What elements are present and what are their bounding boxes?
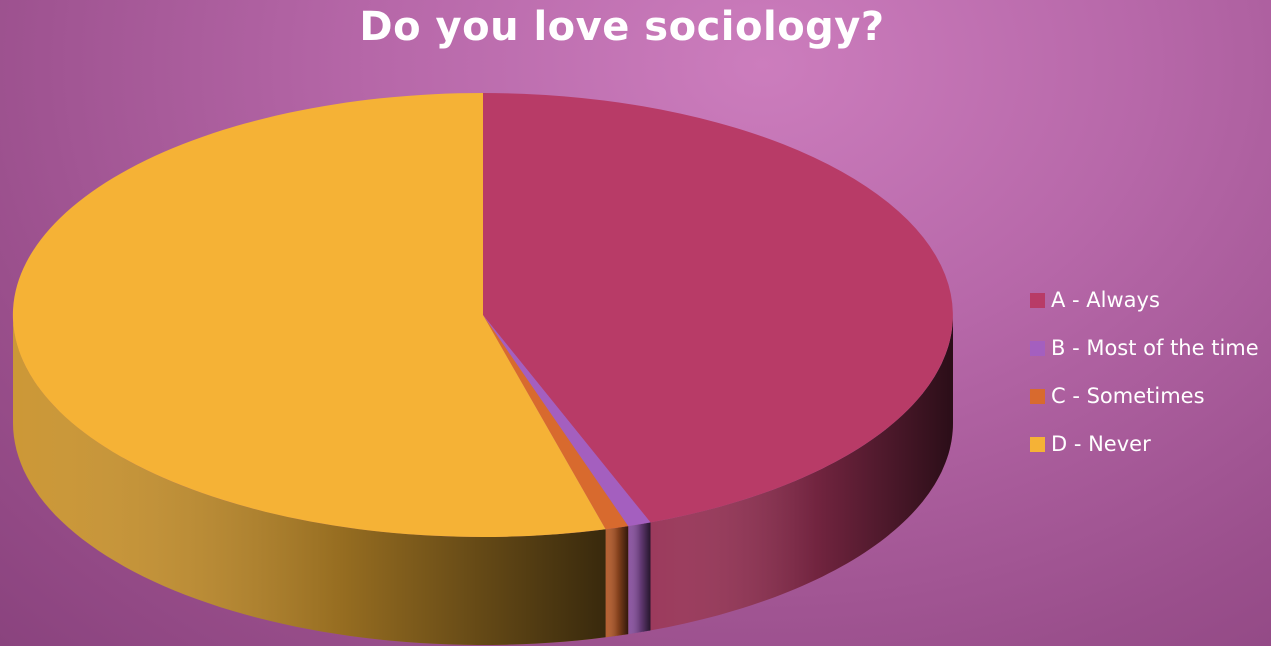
legend-label-always: A - Always	[1051, 288, 1160, 312]
legend-swatch-never	[1030, 436, 1045, 452]
pie-slice-never	[12, 92, 606, 537]
pie-sides	[13, 315, 953, 645]
pie-side-shade-always	[650, 315, 953, 631]
pie-side-shade-sometimes	[605, 526, 629, 638]
legend-item-most-of-the-time: B - Most of the time	[1030, 332, 1271, 364]
legend-item-sometimes: C - Sometimes	[1030, 380, 1271, 412]
pie-tops	[12, 92, 953, 537]
pie-slice-most-of-the-time	[483, 315, 651, 527]
chart-title: Do you love sociology?	[359, 4, 885, 50]
legend-label-sometimes: C - Sometimes	[1051, 384, 1205, 408]
pie-slice-always	[483, 93, 953, 523]
legend-label-never: D - Never	[1051, 432, 1151, 456]
legend-swatch-most-of-the-time	[1030, 340, 1045, 356]
pie-slice-sometimes	[483, 315, 629, 530]
pie-side-shade-never	[13, 315, 606, 645]
legend-label-most-of-the-time: B - Most of the time	[1051, 336, 1259, 360]
legend: A - Always B - Most of the time C - Some…	[1030, 284, 1271, 476]
pie-side-shade-most-of-the-time	[628, 522, 651, 635]
legend-item-always: A - Always	[1030, 284, 1271, 316]
legend-item-never: D - Never	[1030, 428, 1271, 460]
legend-swatch-sometimes	[1030, 388, 1045, 404]
legend-swatch-always	[1030, 292, 1045, 308]
